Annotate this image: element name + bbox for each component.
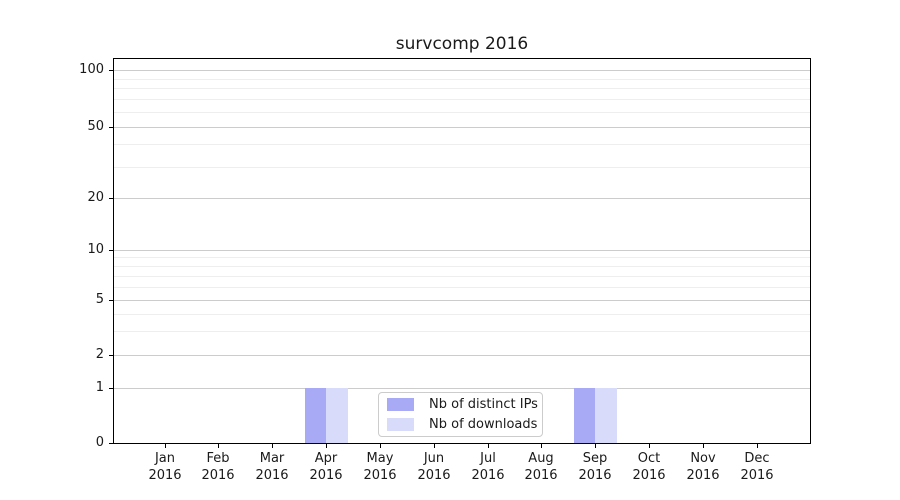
gridline-minor-6	[114, 287, 810, 288]
x-tick-label-apr-2016: Apr 2016	[309, 451, 343, 483]
y-tick-0	[109, 443, 114, 444]
gridline-major-10	[114, 250, 810, 251]
legend: Nb of distinct IPs Nb of downloads	[378, 392, 543, 437]
gridline-minor-80	[114, 88, 810, 89]
gridline-minor-7	[114, 276, 810, 277]
gridline-minor-30	[114, 167, 810, 168]
legend-item-distinct-ips: Nb of distinct IPs	[387, 397, 538, 412]
bar-sep-2016-nb-of-downloads	[595, 388, 617, 443]
y-tick-50	[109, 127, 114, 128]
y-tick-label-50: 50	[87, 119, 104, 134]
legend-item-downloads: Nb of downloads	[387, 417, 538, 432]
legend-swatch-distinct-ips-icon	[387, 398, 414, 411]
gridline-major-20	[114, 198, 810, 199]
x-tick-label-dec-2016: Dec 2016	[740, 451, 774, 483]
y-tick-20	[109, 198, 114, 199]
plot-area: Nb of distinct IPs Nb of downloads	[113, 58, 811, 444]
x-tick-sep-2016	[595, 443, 596, 448]
legend-label-distinct-ips: Nb of distinct IPs	[429, 397, 538, 412]
x-tick-label-feb-2016: Feb 2016	[201, 451, 235, 483]
gridline-major-5	[114, 300, 810, 301]
gridline-major-1	[114, 388, 810, 389]
bar-sep-2016-nb-of-distinct-ips	[573, 388, 596, 443]
y-tick-label-2: 2	[95, 347, 104, 362]
x-tick-jun-2016	[434, 443, 435, 448]
y-tick-10	[109, 250, 114, 251]
x-tick-label-aug-2016: Aug 2016	[524, 451, 558, 483]
x-tick-label-nov-2016: Nov 2016	[686, 451, 720, 483]
y-tick-5	[109, 300, 114, 301]
gridline-minor-9	[114, 257, 810, 258]
x-tick-mar-2016	[272, 443, 273, 448]
gridline-minor-60	[114, 112, 810, 113]
x-tick-dec-2016	[757, 443, 758, 448]
y-tick-100	[109, 70, 114, 71]
gridline-minor-70	[114, 99, 810, 100]
y-tick-label-20: 20	[87, 190, 104, 205]
gridline-minor-8	[114, 266, 810, 267]
x-tick-label-oct-2016: Oct 2016	[632, 451, 666, 483]
x-tick-feb-2016	[218, 443, 219, 448]
x-tick-label-jan-2016: Jan 2016	[148, 451, 182, 483]
gridline-major-50	[114, 127, 810, 128]
y-tick-label-5: 5	[95, 292, 104, 307]
x-tick-label-may-2016: May 2016	[363, 451, 397, 483]
gridline-minor-3	[114, 331, 810, 332]
x-tick-label-jul-2016: Jul 2016	[471, 451, 505, 483]
gridline-minor-40	[114, 144, 810, 145]
x-tick-label-jun-2016: Jun 2016	[417, 451, 451, 483]
legend-label-downloads: Nb of downloads	[429, 417, 538, 432]
gridline-minor-90	[114, 79, 810, 80]
bar-apr-2016-nb-of-downloads	[326, 388, 348, 443]
gridline-minor-4	[114, 314, 810, 315]
x-tick-aug-2016	[541, 443, 542, 448]
chart-title: survcomp 2016	[395, 34, 529, 54]
y-tick-label-0: 0	[95, 435, 104, 450]
gridline-major-2	[114, 355, 810, 356]
x-tick-jul-2016	[488, 443, 489, 448]
x-tick-label-sep-2016: Sep 2016	[578, 451, 612, 483]
legend-swatch-downloads-icon	[387, 418, 414, 431]
y-tick-label-100: 100	[79, 62, 104, 77]
x-tick-apr-2016	[326, 443, 327, 448]
gridline-major-100	[114, 70, 810, 71]
y-tick-label-10: 10	[87, 242, 104, 257]
y-tick-2	[109, 355, 114, 356]
x-tick-nov-2016	[703, 443, 704, 448]
bar-apr-2016-nb-of-distinct-ips	[304, 388, 327, 443]
plot-frame	[113, 58, 811, 444]
y-tick-label-1: 1	[95, 380, 104, 395]
y-tick-1	[109, 388, 114, 389]
x-tick-may-2016	[380, 443, 381, 448]
x-tick-oct-2016	[649, 443, 650, 448]
x-tick-jan-2016	[165, 443, 166, 448]
x-tick-label-mar-2016: Mar 2016	[255, 451, 289, 483]
